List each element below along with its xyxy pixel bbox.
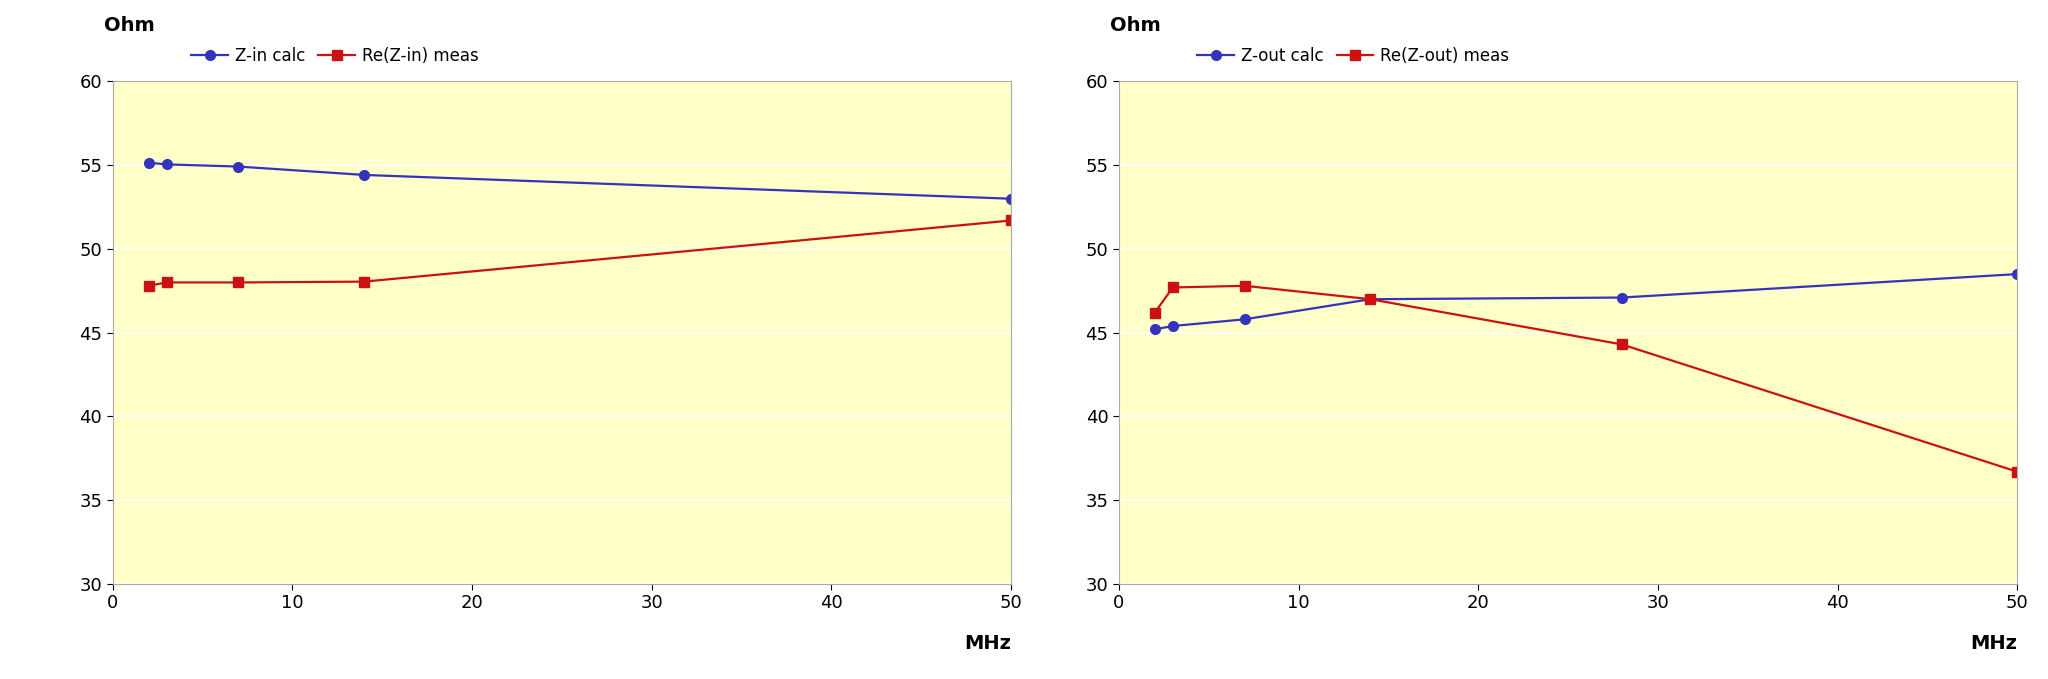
- Re(Z-out) meas: [2005, 468, 2030, 476]
- Z-out calc: [2005, 270, 2030, 278]
- Z-out calc: [1143, 325, 1167, 333]
- Z-in calc: [225, 162, 250, 170]
- Z-out calc: [1358, 295, 1382, 304]
- Line: Re(Z-in) meas: Re(Z-in) meas: [143, 216, 1016, 291]
- Line: Z-out calc: Z-out calc: [1149, 270, 2021, 334]
- Z-out calc: [1610, 293, 1634, 301]
- Re(Z-in) meas: [225, 278, 250, 287]
- Z-in calc: [999, 195, 1024, 203]
- Z-in calc: [154, 160, 178, 168]
- Z-out calc: [1233, 315, 1257, 323]
- Re(Z-out) meas: [1143, 308, 1167, 316]
- Z-in calc: [352, 171, 377, 179]
- Z-in calc: [137, 159, 162, 167]
- Line: Re(Z-out) meas: Re(Z-out) meas: [1149, 281, 2021, 477]
- Re(Z-in) meas: [154, 278, 178, 287]
- Re(Z-in) meas: [999, 217, 1024, 225]
- Re(Z-in) meas: [352, 278, 377, 286]
- Text: MHz: MHz: [965, 634, 1012, 653]
- Text: MHz: MHz: [1970, 634, 2017, 653]
- Re(Z-out) meas: [1610, 340, 1634, 348]
- Re(Z-out) meas: [1233, 282, 1257, 290]
- Text: Ohm: Ohm: [1110, 16, 1161, 35]
- Re(Z-out) meas: [1161, 283, 1186, 291]
- Re(Z-in) meas: [137, 282, 162, 290]
- Line: Z-in calc: Z-in calc: [143, 158, 1016, 204]
- Legend: Z-out calc, Re(Z-out) meas: Z-out calc, Re(Z-out) meas: [1190, 40, 1516, 71]
- Text: Ohm: Ohm: [104, 16, 154, 35]
- Legend: Z-in calc, Re(Z-in) meas: Z-in calc, Re(Z-in) meas: [184, 40, 485, 71]
- Z-out calc: [1161, 322, 1186, 330]
- Re(Z-out) meas: [1358, 295, 1382, 304]
